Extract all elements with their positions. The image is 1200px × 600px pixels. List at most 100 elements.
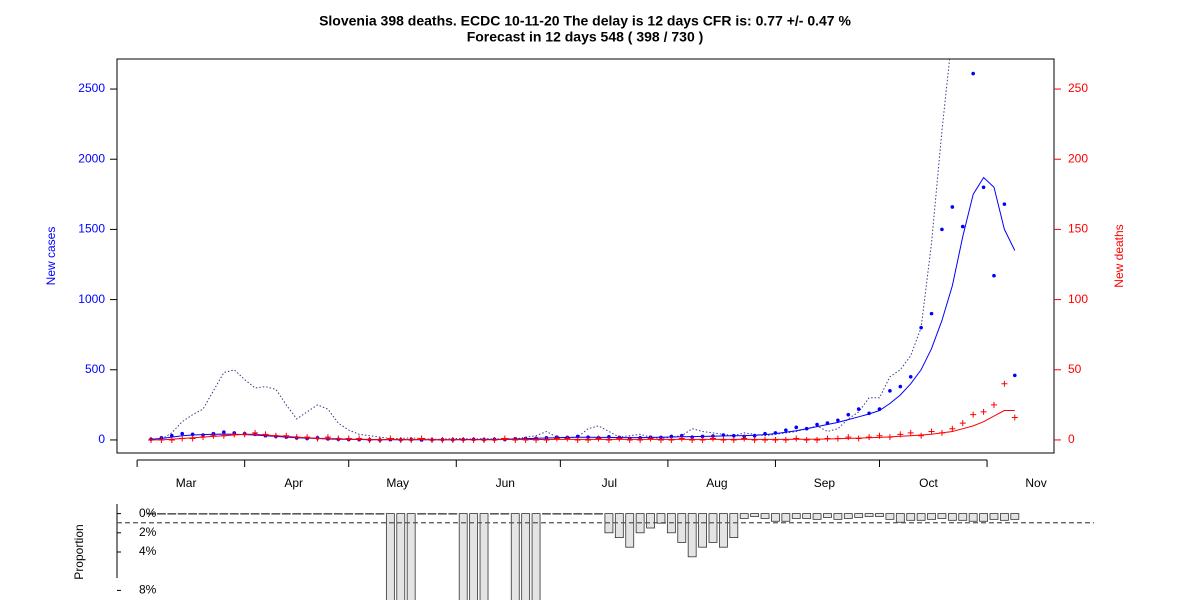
proportion-bar <box>406 513 416 600</box>
y-axis-label: New cases <box>44 227 58 286</box>
proportion-bar <box>427 513 437 515</box>
case-point <box>856 407 861 411</box>
proportion-bar <box>281 513 291 515</box>
proportion-bar <box>802 513 812 519</box>
death-point <box>231 431 238 438</box>
x-tick-label: Jun <box>496 476 515 490</box>
death-point <box>907 429 914 436</box>
death-point <box>980 408 987 415</box>
chart-subtitle: Forecast in 12 days 548 ( 398 / 730 ) <box>467 29 704 45</box>
proportion-bar <box>1010 513 1020 520</box>
case-point <box>1002 202 1007 206</box>
death-point <box>595 435 602 442</box>
death-point <box>356 435 363 442</box>
proportion-bar <box>718 513 728 548</box>
proportion-bar <box>729 513 739 538</box>
y2-tick-label: 150 <box>1068 222 1088 236</box>
x-tick-label: May <box>386 476 409 490</box>
proportion-bar <box>385 513 395 600</box>
proportion-bar <box>906 513 916 521</box>
death-point <box>959 420 966 427</box>
proportion-bar <box>396 513 406 600</box>
proportion-bar <box>490 513 499 515</box>
y-tick-label: 1500 <box>78 222 105 236</box>
case-point <box>794 425 799 430</box>
x-tick-label: Jul <box>602 476 617 490</box>
case-point <box>929 311 934 316</box>
death-point <box>741 435 748 442</box>
case-point <box>180 431 185 436</box>
y2-tick-label: 250 <box>1068 81 1088 95</box>
death-point <box>647 435 654 442</box>
death-point <box>720 436 727 443</box>
y-tick-label: 0 <box>98 432 105 446</box>
death-point <box>990 401 997 408</box>
death-point <box>803 436 810 443</box>
proportion-bar <box>791 513 801 519</box>
death-point <box>168 436 175 443</box>
proportion-bar <box>895 513 905 523</box>
y2-tick-label: 50 <box>1068 362 1082 376</box>
proportion-bar <box>177 513 187 515</box>
proportion-bar <box>989 513 999 520</box>
death-point <box>304 434 311 441</box>
proportion-bar <box>448 513 458 515</box>
case-point <box>971 71 975 76</box>
case-point <box>919 325 923 330</box>
death-point <box>866 434 873 441</box>
proportion-bar <box>625 513 635 548</box>
death-point <box>564 435 571 442</box>
plot-frame <box>116 58 1055 454</box>
case-point <box>992 273 996 278</box>
death-point <box>970 411 977 418</box>
death-point <box>501 435 508 442</box>
death-point <box>605 436 612 443</box>
proportion-bar <box>229 513 239 515</box>
smoothed-line <box>151 410 1015 441</box>
death-point <box>699 436 706 443</box>
case-point <box>981 185 986 190</box>
proportion-bar <box>750 513 760 517</box>
proportion-bar <box>157 513 166 515</box>
proportion-bar <box>999 513 1009 521</box>
proportion-bar <box>188 513 198 515</box>
death-point <box>324 434 331 441</box>
proportion-bar <box>250 513 260 515</box>
death-point <box>252 429 259 436</box>
death-point <box>637 436 644 443</box>
y-tick-label: 2% <box>139 525 157 539</box>
y2-tick-label: 200 <box>1068 151 1088 165</box>
death-point <box>762 436 769 443</box>
y-tick-label: 8% <box>139 583 157 597</box>
proportion-bar <box>927 513 936 520</box>
proportion-bar <box>812 513 822 520</box>
death-point <box>814 436 821 443</box>
y2-tick-label: 100 <box>1068 292 1088 306</box>
proportion-bar <box>354 513 364 515</box>
proportion-bar <box>365 513 374 515</box>
proportion-bar <box>687 513 697 558</box>
proportion-bar <box>219 513 229 515</box>
death-point <box>626 436 633 443</box>
x-tick-label: Apr <box>284 476 303 490</box>
case-point <box>815 422 819 427</box>
proportion-bar <box>947 513 957 521</box>
proportion-bar <box>656 513 666 524</box>
case-point <box>222 430 226 435</box>
proportion-bar <box>292 513 302 515</box>
proportion-bar <box>937 513 947 519</box>
proportion-bar <box>833 513 843 520</box>
proportion-bar <box>510 513 520 600</box>
proportion-bar <box>562 513 572 515</box>
y2-tick-label: 0 <box>1068 432 1075 446</box>
proportion-bar <box>583 513 593 515</box>
proportion-bar <box>885 513 895 520</box>
death-point <box>210 432 217 439</box>
y-tick-label: 2000 <box>78 151 105 165</box>
proportion-bar <box>573 513 583 515</box>
proportion-bar <box>146 513 156 515</box>
x-tick-label: Sep <box>814 476 836 490</box>
death-point <box>553 435 560 442</box>
death-point <box>689 436 696 443</box>
x-tick-label: Nov <box>1025 476 1046 490</box>
